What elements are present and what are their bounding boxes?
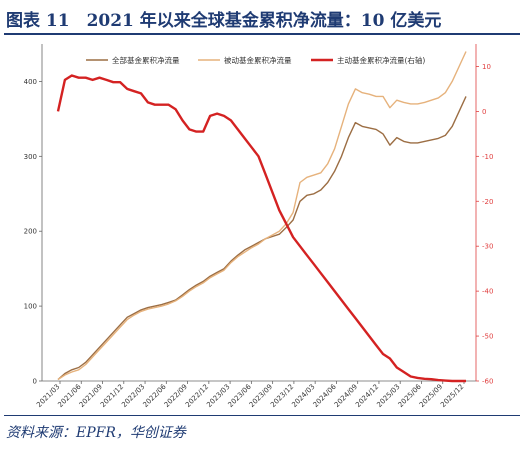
y-left-tick-label: 100 [24,303,37,311]
y-right-tick-label: 10 [482,63,491,71]
chart-legend: 全部基金累积净流量 被动基金累积净流量 主动基金累积净流量(右轴) [86,55,425,65]
chart-title: 图表 11 2021 年以来全球基金累积净流量：10 亿美元 [6,11,442,31]
chart-lines [56,51,467,383]
y-right-tick-label: -20 [482,198,493,206]
series-passive-funds-line [57,51,467,381]
y-left-tick-label: 400 [24,78,37,86]
y-right-tick-label: -40 [482,288,493,296]
y-right-tick-label: -50 [482,333,493,341]
chart-axes: 0100200300400100-10-20-30-40-50-602021/0… [24,44,493,409]
title-divider [4,33,520,35]
y-right-tick-label: -30 [482,243,493,251]
series-active-funds-line [56,74,466,383]
series-all-funds-legend-label: 全部基金累积净流量 [112,55,180,65]
y-right-tick-label: -10 [482,153,493,161]
chart-svg: 0100200300400100-10-20-30-40-50-602021/0… [24,44,493,409]
source-note: 资料来源：EPFR，华创证券 [6,425,186,441]
y-left-tick-label: 200 [24,228,37,236]
series-all-funds-line [57,96,467,381]
y-right-tick-label: -60 [482,378,493,386]
footer-divider [4,415,520,416]
y-right-tick-label: 0 [482,108,486,116]
y-left-tick-label: 300 [24,153,37,161]
x-tick-label: 2025/12 [439,383,465,409]
y-left-tick-label: 0 [33,378,37,386]
series-passive-funds-legend-label: 被动基金累积净流量 [224,55,292,65]
series-active-funds-legend-label: 主动基金累积净流量(右轴) [337,55,425,65]
